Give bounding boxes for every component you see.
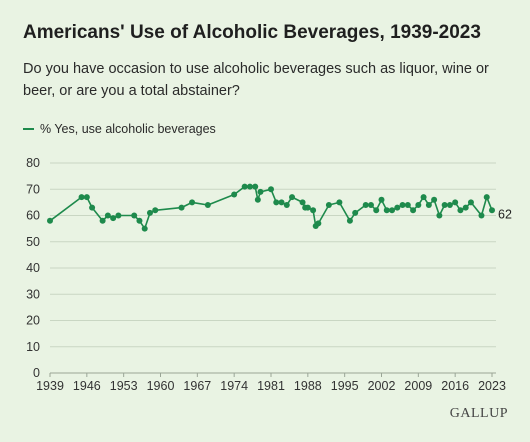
- data-point-0: [47, 217, 53, 224]
- data-point-20: [254, 196, 261, 203]
- data-point-9: [136, 217, 143, 224]
- data-point-39: [373, 207, 380, 214]
- data-point-49: [425, 202, 432, 208]
- data-point-35: [346, 217, 353, 224]
- data-point-30: [310, 207, 317, 214]
- x-tick-label-1995: 1995: [331, 379, 359, 393]
- data-point-26: [289, 194, 296, 201]
- data-point-1: [78, 194, 85, 201]
- data-point-38: [367, 202, 374, 208]
- data-point-11: [146, 209, 153, 216]
- data-point-42: [389, 207, 396, 214]
- data-point-25: [283, 202, 290, 208]
- legend-label: % Yes, use alcoholic beverages: [40, 122, 216, 136]
- y-tick-label-40: 40: [26, 261, 40, 275]
- y-tick-label-20: 20: [26, 314, 40, 328]
- data-point-18: [246, 183, 253, 190]
- x-tick-label-1953: 1953: [110, 379, 138, 393]
- data-point-40: [378, 196, 385, 203]
- legend: % Yes, use alcoholic beverages: [23, 122, 216, 136]
- data-point-46: [410, 207, 417, 214]
- data-point-14: [189, 199, 196, 206]
- x-tick-label-1960: 1960: [147, 379, 175, 393]
- end-value-label: 62: [498, 207, 512, 221]
- y-tick-label-80: 80: [26, 156, 40, 170]
- y-tick-label-0: 0: [33, 366, 40, 380]
- data-point-34: [336, 199, 343, 206]
- data-point-27: [299, 199, 306, 206]
- data-point-16: [231, 191, 238, 198]
- series-line: [49, 185, 493, 230]
- data-point-2: [83, 194, 90, 201]
- data-point-53: [446, 202, 453, 208]
- data-point-5: [104, 212, 111, 219]
- x-tick-label-2023: 2023: [478, 379, 506, 393]
- chart-title: Americans' Use of Alcoholic Beverages, 1…: [23, 22, 481, 43]
- legend-swatch: [23, 128, 34, 130]
- y-tick-label-70: 70: [26, 182, 40, 196]
- data-point-37: [362, 202, 369, 208]
- data-point-8: [131, 212, 138, 219]
- data-point-12: [152, 207, 159, 214]
- data-point-7: [115, 212, 122, 219]
- data-point-4: [99, 217, 106, 224]
- data-point-56: [462, 204, 469, 211]
- data-point-44: [399, 202, 406, 208]
- y-axis-ticks: 0 10 20 30 40 50 60 70 80: [26, 156, 40, 380]
- data-point-6: [110, 215, 117, 222]
- series-yes-use-alcohol: [47, 183, 495, 232]
- data-point-52: [441, 202, 448, 208]
- data-point-47: [415, 202, 422, 208]
- data-point-17: [241, 183, 248, 190]
- gallup-logo: GALLUP: [449, 406, 508, 421]
- data-point-51: [436, 212, 443, 219]
- x-tick-label-1974: 1974: [220, 379, 248, 393]
- data-point-36: [352, 209, 359, 216]
- data-point-13: [178, 204, 185, 211]
- y-tick-label-30: 30: [26, 287, 40, 301]
- data-point-10: [141, 225, 148, 232]
- data-point-54: [452, 199, 459, 206]
- x-tick-label-1939: 1939: [36, 379, 64, 393]
- data-point-48: [420, 194, 427, 201]
- x-tick-label-2016: 2016: [441, 379, 469, 393]
- data-point-23: [273, 199, 280, 206]
- data-point-50: [431, 196, 438, 203]
- end-value-label-group: 62: [498, 207, 512, 221]
- data-point-45: [404, 202, 411, 208]
- data-point-55: [457, 207, 464, 214]
- data-point-29: [304, 204, 311, 211]
- x-tick-label-2009: 2009: [404, 379, 432, 393]
- data-point-43: [394, 204, 401, 211]
- data-point-22: [268, 186, 274, 193]
- y-tick-label-10: 10: [26, 340, 40, 354]
- data-point-59: [483, 194, 490, 201]
- data-point-24: [278, 199, 285, 206]
- x-tick-label-1981: 1981: [257, 379, 285, 393]
- y-tick-label-50: 50: [26, 235, 40, 249]
- x-tick-label-1967: 1967: [183, 379, 211, 393]
- y-tick-label-60: 60: [26, 209, 40, 223]
- x-tick-label-2002: 2002: [368, 379, 396, 393]
- x-tick-label-1988: 1988: [294, 379, 322, 393]
- data-point-33: [325, 202, 332, 208]
- x-axis-ticks: 1939 1946 1953 1960 1967 1974 1981 1988 1995 2002…: [36, 373, 506, 393]
- data-point-21: [257, 188, 264, 195]
- data-point-60: [489, 207, 495, 214]
- data-point-3: [89, 204, 96, 211]
- chart-subtitle: Do you have occasion to use alcoholic be…: [23, 61, 489, 99]
- data-point-41: [383, 207, 390, 214]
- data-point-58: [478, 212, 485, 219]
- x-tick-label-1946: 1946: [73, 379, 101, 393]
- data-point-19: [252, 183, 259, 190]
- data-point-32: [315, 220, 322, 227]
- data-point-15: [204, 202, 211, 208]
- data-point-57: [467, 199, 474, 206]
